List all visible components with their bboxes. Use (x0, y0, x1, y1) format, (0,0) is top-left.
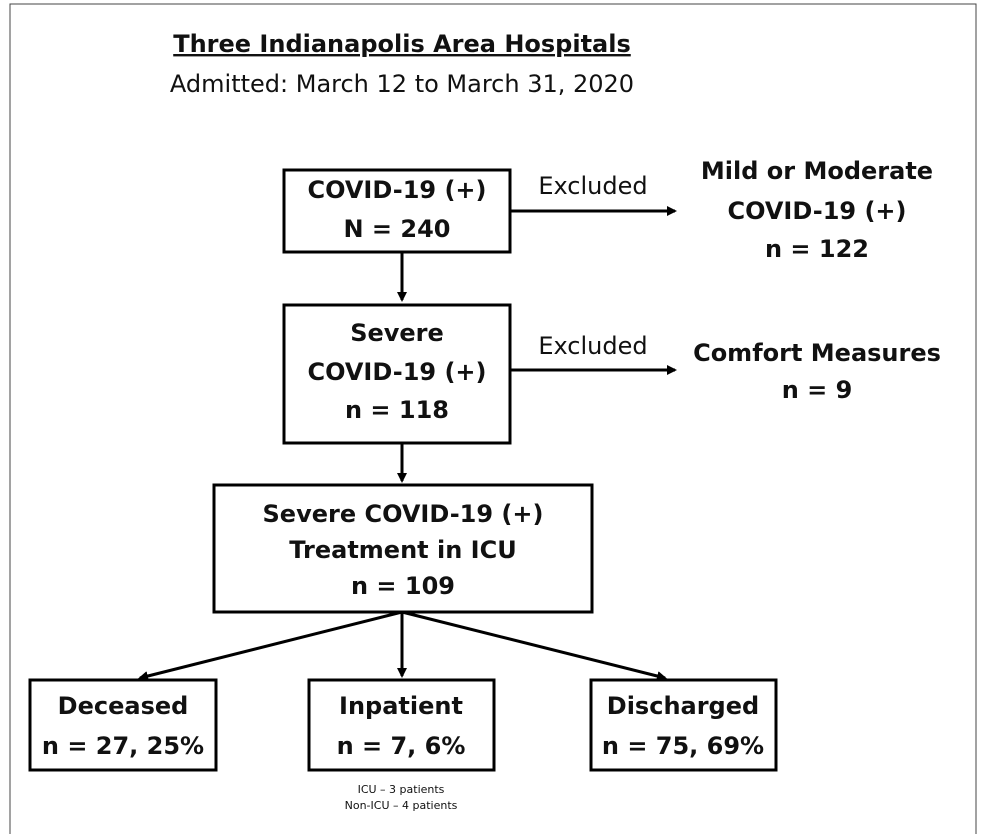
node-text: Inpatient (339, 692, 463, 720)
subtitle: Admitted: March 12 to March 31, 2020 (170, 70, 634, 98)
node-text: Treatment in ICU (289, 536, 516, 564)
node-text: Comfort Measures (693, 339, 941, 367)
footnote: ICU – 3 patients (358, 783, 445, 796)
node-text: n = 122 (765, 235, 869, 263)
edge-label: Excluded (538, 332, 647, 360)
title: Three Indianapolis Area Hospitals (173, 30, 631, 58)
arrow (401, 610, 667, 681)
box (307, 678, 496, 772)
node-text: n = 118 (345, 396, 449, 424)
node-text: Discharged (607, 692, 759, 720)
node-text: Severe COVID-19 (+) (263, 500, 544, 528)
node-text: Mild or Moderate (701, 157, 933, 185)
frame (9, 3, 977, 834)
node-text: COVID-19 (+) (727, 197, 906, 225)
node-text: COVID-19 (+) (307, 358, 486, 386)
node-text: N = 240 (343, 215, 450, 243)
box (28, 678, 218, 772)
node-text: Severe (350, 319, 444, 347)
node-text: COVID-19 (+) (307, 176, 486, 204)
node-text: n = 109 (351, 572, 455, 600)
node-text: n = 7, 6% (337, 732, 466, 760)
footnote: Non-ICU – 4 patients (345, 799, 458, 812)
node-text: n = 75, 69% (602, 732, 764, 760)
edge-label: Excluded (538, 172, 647, 200)
box (282, 303, 512, 445)
arrow (138, 610, 403, 681)
node-text: n = 27, 25% (42, 732, 204, 760)
node-text: n = 9 (782, 376, 853, 404)
node-text: Deceased (58, 692, 189, 720)
box (212, 483, 594, 614)
box (589, 678, 778, 772)
